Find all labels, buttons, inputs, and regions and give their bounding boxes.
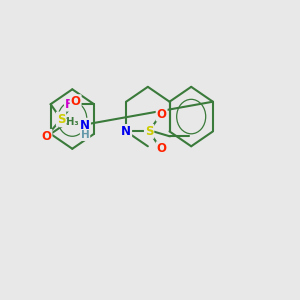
Text: S: S	[145, 125, 153, 138]
Text: O: O	[157, 142, 166, 155]
Text: CH₃: CH₃	[60, 116, 79, 127]
Text: O: O	[41, 130, 52, 143]
Text: S: S	[57, 112, 65, 125]
Text: H: H	[81, 130, 89, 140]
Text: O: O	[157, 108, 166, 121]
Text: N: N	[80, 119, 90, 132]
Text: N: N	[121, 125, 131, 138]
Text: O: O	[71, 95, 81, 108]
Text: F: F	[65, 98, 73, 111]
